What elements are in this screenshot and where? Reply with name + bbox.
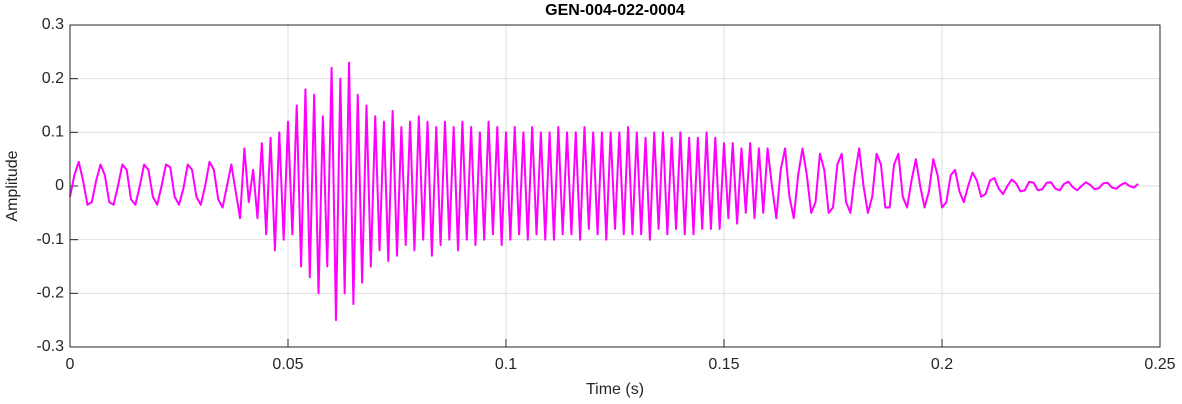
x-axis-label: Time (s) [586, 381, 644, 398]
chart-title: GEN-004-022-0004 [545, 2, 685, 19]
y-tick-label: 0.1 [42, 124, 64, 141]
y-axis-label: Amplitude [4, 150, 21, 221]
x-tick-label: 0.1 [495, 356, 517, 373]
x-tick-label: 0 [66, 356, 75, 373]
y-tick-label: 0 [55, 177, 64, 194]
x-tick-label: 0.2 [931, 356, 953, 373]
y-tick-label: -0.2 [36, 285, 64, 302]
x-tick-label: 0.05 [272, 356, 303, 373]
plot-frame [69, 24, 1161, 348]
x-tick-label: 0.25 [1144, 356, 1175, 373]
signal-line [69, 61, 1139, 322]
y-tick-label: -0.3 [36, 338, 64, 355]
y-tick-label: 0.2 [42, 70, 64, 87]
y-tick-label: -0.1 [36, 231, 64, 248]
x-tick-label: 0.15 [708, 356, 739, 373]
y-tick-label: 0.3 [42, 16, 64, 33]
